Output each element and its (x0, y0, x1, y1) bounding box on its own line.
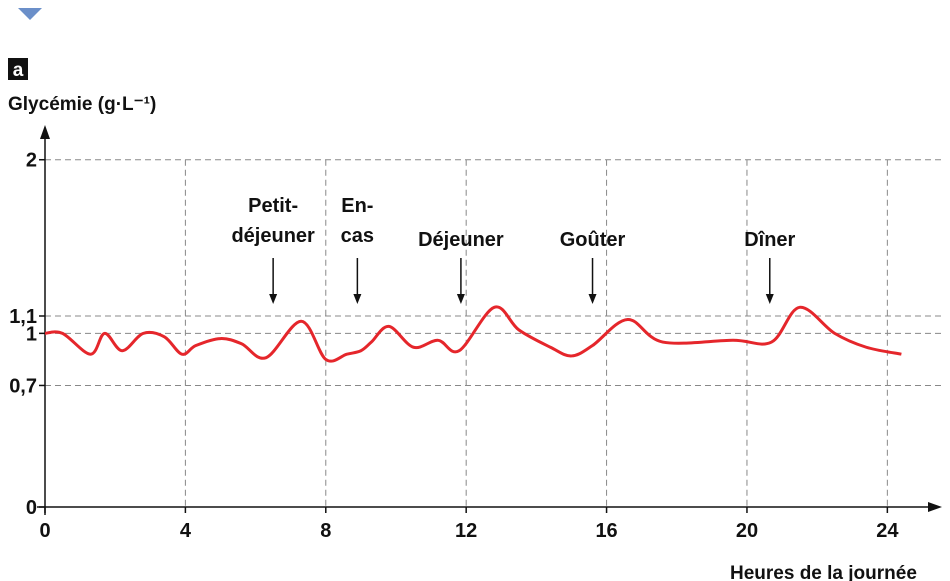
y-axis-label: Glycémie (g·L⁻¹) (8, 94, 156, 115)
annotation-arrowhead (765, 294, 774, 304)
x-tick-label: 8 (320, 520, 331, 542)
annotation-arrowhead (353, 294, 362, 304)
x-tick-label: 4 (180, 520, 192, 542)
x-tick-label: 0 (39, 520, 50, 542)
y-tick-label: 0 (26, 497, 37, 519)
glucose-line (44, 305, 902, 363)
annotation-arrowhead (269, 294, 278, 304)
y-tick-label: 2 (26, 150, 37, 172)
annotation-arrowhead (588, 294, 597, 304)
annotation-label: En- (341, 195, 373, 217)
annotation-label: Dîner (744, 229, 795, 251)
x-tick-label: 24 (876, 520, 899, 542)
x-tick-label: 12 (455, 520, 477, 542)
x-tick-label: 16 (595, 520, 617, 542)
panel-label-box (8, 58, 28, 80)
page-icon (18, 8, 42, 20)
y-tick-label: 1 (26, 323, 37, 345)
x-tick-label: 20 (736, 520, 758, 542)
annotation-arrowhead (456, 294, 465, 304)
y-tick-label: 1,1 (9, 306, 37, 328)
annotation-label: Déjeuner (418, 229, 504, 251)
annotation-label: Goûter (560, 229, 626, 251)
panel-label: a (13, 60, 24, 81)
annotation-label: cas (341, 225, 374, 247)
x-axis-arrow (928, 502, 942, 512)
y-axis-arrow (40, 125, 50, 139)
x-axis-label: Heures de la journée (730, 563, 917, 581)
annotation-label: Petit- (248, 195, 298, 217)
y-tick-label: 0,7 (9, 375, 37, 397)
annotation-label: déjeuner (231, 225, 315, 247)
